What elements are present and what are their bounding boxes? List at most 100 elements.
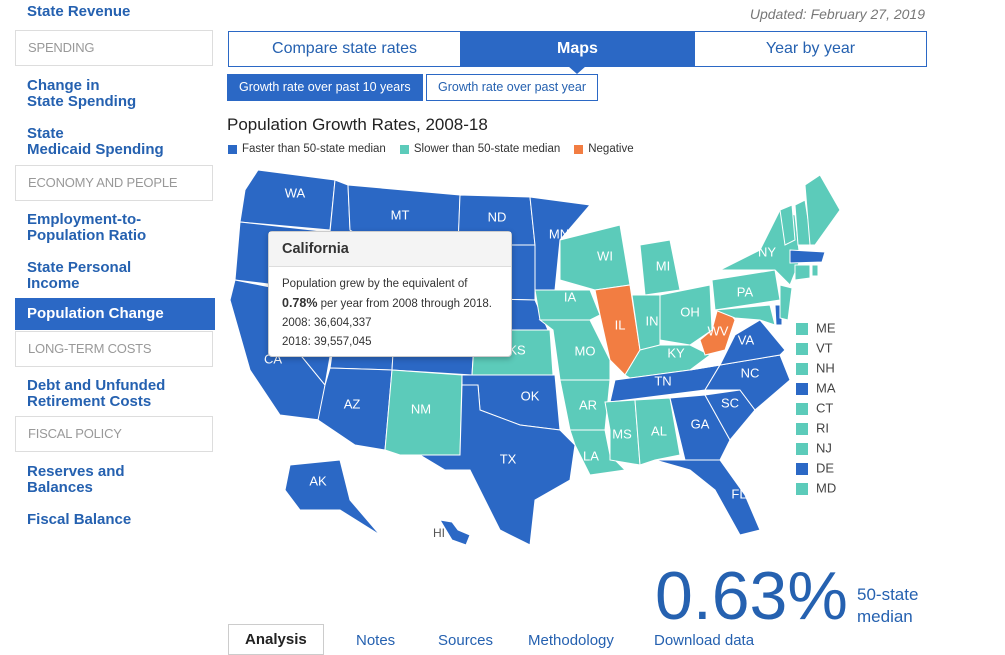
state[interactable]: [439, 519, 471, 546]
state-label: WI: [597, 248, 613, 263]
state-label: GA: [691, 416, 710, 431]
state-label: HI: [433, 526, 445, 540]
state-label: WV: [708, 323, 729, 338]
state-label: FL: [731, 486, 746, 501]
small-state-label: RI: [816, 420, 829, 435]
subtab[interactable]: Growth rate over past 10 years: [227, 74, 423, 101]
state-label: MO: [575, 343, 596, 358]
nav-link[interactable]: Fiscal Balance: [27, 511, 132, 528]
tab[interactable]: Maps: [461, 31, 694, 67]
state-label: IL: [615, 317, 626, 332]
state-label: NY: [758, 244, 776, 259]
median-value: 0.63%: [655, 558, 848, 634]
state[interactable]: [634, 397, 681, 466]
state[interactable]: [239, 169, 336, 231]
median-label: 50-state median: [857, 585, 919, 626]
tab[interactable]: Year by year: [694, 31, 927, 67]
small-state-swatch[interactable]: [796, 403, 808, 415]
state-label: MN: [549, 226, 569, 241]
small-state-label: CT: [816, 400, 833, 415]
legend-label: Faster than 50-state median: [242, 143, 386, 155]
tooltip: California Population grew by the equiva…: [268, 231, 512, 357]
small-state-label: DE: [816, 460, 834, 475]
small-state-swatch[interactable]: [796, 323, 808, 335]
state-label: WA: [285, 185, 306, 200]
small-state-label: MD: [816, 480, 836, 495]
tab[interactable]: Compare state rates: [228, 31, 461, 67]
small-state-swatch[interactable]: [796, 363, 808, 375]
state-label: MI: [656, 258, 670, 273]
small-state-swatch[interactable]: [796, 443, 808, 455]
state-label: AR: [579, 397, 597, 412]
legend-swatch: [574, 144, 584, 154]
nav-link[interactable]: State Personal Income: [27, 259, 132, 292]
nav-link[interactable]: Employment-to- Population Ratio: [27, 211, 147, 244]
state-label: TX: [500, 451, 517, 466]
state[interactable]: [811, 264, 819, 277]
bottom-tab[interactable]: Download data: [654, 632, 755, 649]
state[interactable]: [789, 249, 826, 264]
nav-link[interactable]: Population Change: [15, 298, 215, 330]
small-state-label: NH: [816, 360, 835, 375]
state[interactable]: [669, 394, 731, 461]
state[interactable]: [559, 224, 631, 291]
state-label: AK: [309, 473, 327, 488]
nav-link[interactable]: State Medicaid Spending: [27, 125, 164, 158]
small-state-swatch[interactable]: [796, 343, 808, 355]
small-state-swatch[interactable]: [796, 423, 808, 435]
page: Federal Share of State Revenue SPENDING C…: [15, 0, 927, 655]
state[interactable]: [534, 289, 601, 321]
state[interactable]: [654, 459, 761, 536]
state-label: VA: [738, 332, 755, 347]
legend-swatch: [228, 144, 237, 154]
tooltip-rate: 0.78%: [282, 296, 318, 310]
small-state-swatch[interactable]: [796, 483, 808, 495]
subtab[interactable]: Growth rate over past year: [426, 74, 598, 101]
small-state-label: NJ: [816, 440, 832, 455]
state-label: MS: [612, 426, 632, 441]
state[interactable]: [284, 459, 381, 536]
nav-link[interactable]: Debt and Unfunded Retirement Costs: [27, 377, 166, 410]
state[interactable]: [659, 284, 713, 346]
state[interactable]: [604, 399, 641, 466]
map-title: Population Growth Rates, 2008-18: [227, 115, 488, 134]
state[interactable]: [714, 304, 776, 326]
nav-link[interactable]: Federal Share of State Revenue: [27, 0, 145, 20]
legend-item: Faster than 50-state median: [228, 143, 386, 155]
small-state-label: MA: [816, 380, 836, 395]
small-state-label: VT: [816, 340, 833, 355]
state-label: OK: [521, 388, 540, 403]
section-header: FISCAL POLICY: [15, 416, 213, 452]
tooltip-2018: 2018: 39,557,045: [282, 336, 372, 348]
small-state-swatch[interactable]: [796, 463, 808, 475]
section-header: ECONOMY AND PEOPLE: [15, 165, 213, 201]
legend-swatch: [399, 144, 409, 154]
tooltip-title: California: [269, 232, 511, 267]
state-label: OH: [680, 304, 700, 319]
state-label: AZ: [344, 396, 361, 411]
small-state-swatch[interactable]: [796, 383, 808, 395]
state-label: IN: [646, 313, 659, 328]
bottom-tab[interactable]: Methodology: [528, 632, 614, 649]
state[interactable]: [804, 174, 841, 246]
tooltip-2008: 2008: 36,604,337: [282, 317, 372, 329]
state[interactable]: [418, 384, 576, 546]
nav-link[interactable]: Change in State Spending: [27, 77, 137, 110]
state-label: IA: [564, 289, 577, 304]
state[interactable]: [779, 204, 796, 246]
nav-link[interactable]: Reserves and Balances: [27, 463, 125, 496]
tooltip-body: Population grew by the equivalent of 0.7…: [269, 267, 511, 352]
state[interactable]: [569, 429, 627, 476]
state-label: LA: [583, 448, 599, 463]
state-label: SC: [721, 395, 739, 410]
bottom-tab[interactable]: Notes: [356, 632, 396, 649]
state-label: NC: [741, 365, 760, 380]
state[interactable]: [779, 284, 793, 321]
state-label: KY: [667, 345, 685, 360]
tooltip-text: per year from 2008 through 2018.: [320, 298, 492, 310]
legend: Faster than 50-state median Slower than 5…: [228, 143, 634, 155]
state[interactable]: [639, 239, 681, 296]
state[interactable]: [794, 264, 811, 281]
bottom-tab[interactable]: Sources: [438, 632, 494, 649]
state-label: MT: [391, 207, 410, 222]
